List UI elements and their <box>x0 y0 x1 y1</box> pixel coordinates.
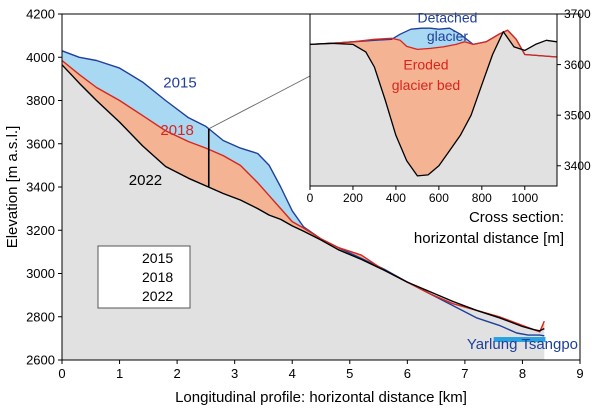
y-tick-label: 3500 <box>564 108 591 122</box>
y-tick-label: 4000 <box>26 50 55 65</box>
x-tick-label: 1000 <box>511 191 538 205</box>
y-tick-label: 3600 <box>26 136 55 151</box>
x-tick-label: 8 <box>519 366 526 381</box>
ice-loss-area <box>62 50 545 331</box>
x-tick-label: 7 <box>461 366 468 381</box>
x-tick-label: 400 <box>386 191 406 205</box>
inset-y-axis: 3400 3500 3600 3700 <box>557 7 591 173</box>
annotation-label: Eroded <box>403 57 448 73</box>
x-tick-label: 5 <box>346 366 353 381</box>
inset-frame <box>309 13 558 187</box>
legend-label-2015: 2015 <box>142 250 173 266</box>
x-tick-label: 200 <box>343 191 363 205</box>
series-line-2018 <box>309 29 558 58</box>
y-tick-label: 3000 <box>26 266 55 281</box>
inset-annotations: Detached glacier Eroded glacier bed <box>392 10 478 93</box>
inset-x-axis: 0 200 400 600 800 1000 <box>307 186 538 205</box>
y-tick-label: 3600 <box>564 58 591 72</box>
ice-loss-area <box>310 28 557 51</box>
annotation-label: Yarlung Tsangpo <box>467 336 578 353</box>
x-tick-label: 0 <box>58 366 65 381</box>
river-marker <box>493 337 546 343</box>
y-tick-label: 4200 <box>26 7 55 22</box>
x-tick-label: 800 <box>472 191 492 205</box>
y-tick-label: 3200 <box>26 223 55 238</box>
y-tick-label: 3700 <box>564 7 591 21</box>
y-tick-label: 3400 <box>564 159 591 173</box>
x-tick-label: 3 <box>231 366 238 381</box>
inset-x-axis-label-line2: horizontal distance [m] <box>414 230 564 247</box>
main-y-axis-label: Elevation [m a.s.l.] <box>4 126 21 249</box>
main-extras <box>207 128 546 343</box>
series-line-2015 <box>61 50 545 337</box>
x-tick-label: 6 <box>404 366 411 381</box>
x-tick-label: 600 <box>429 191 449 205</box>
y-tick-label: 3800 <box>26 93 55 108</box>
y-tick-label: 3400 <box>26 180 55 195</box>
callout-line <box>208 75 311 130</box>
x-tick-label: 1 <box>116 366 123 381</box>
annotation-label: glacier <box>427 28 469 44</box>
x-tick-label: 9 <box>576 366 583 381</box>
x-tick-label: 0 <box>307 191 314 205</box>
annotation-label: 2015 <box>163 75 196 92</box>
y-tick-label: 2800 <box>26 309 55 324</box>
inset-x-axis-label-line1: Cross section: <box>469 209 564 226</box>
y-tick-label: 2600 <box>26 353 55 368</box>
series-line-2022 <box>309 31 558 177</box>
x-tick-label: 2 <box>173 366 180 381</box>
inset-cross-section: 0 200 400 600 800 1000 3400 3500 3600 3700 Detac… <box>208 7 591 247</box>
main-y-axis: 2600 2800 3000 3200 3400 3600 3800 4000 4200 <box>26 7 62 368</box>
annotation-label: glacier bed <box>392 77 461 93</box>
annotation-label: Detached <box>417 10 477 26</box>
series-line-2022 <box>61 64 545 332</box>
annotation-label: 2022 <box>129 172 162 189</box>
main-annotations: 2015 2018 2022 Yarlung Tsangpo <box>129 75 578 353</box>
annotation-label: 2018 <box>160 122 193 139</box>
inset-lines <box>309 27 558 177</box>
legend-label-2018: 2018 <box>142 269 173 285</box>
main-x-axis-label: Longitudinal profile: horizontal distanc… <box>175 389 467 406</box>
main-x-axis: 0 1 2 3 4 5 6 7 8 9 <box>58 360 584 381</box>
legend-box <box>97 245 191 309</box>
terrain-area <box>310 32 557 186</box>
main-lines <box>61 50 545 337</box>
legend: 2015 2018 2022 <box>97 245 191 309</box>
x-tick-label: 4 <box>289 366 296 381</box>
inset-fills <box>310 28 557 186</box>
legend-label-2022: 2022 <box>142 288 173 304</box>
eroded-area <box>310 30 557 176</box>
